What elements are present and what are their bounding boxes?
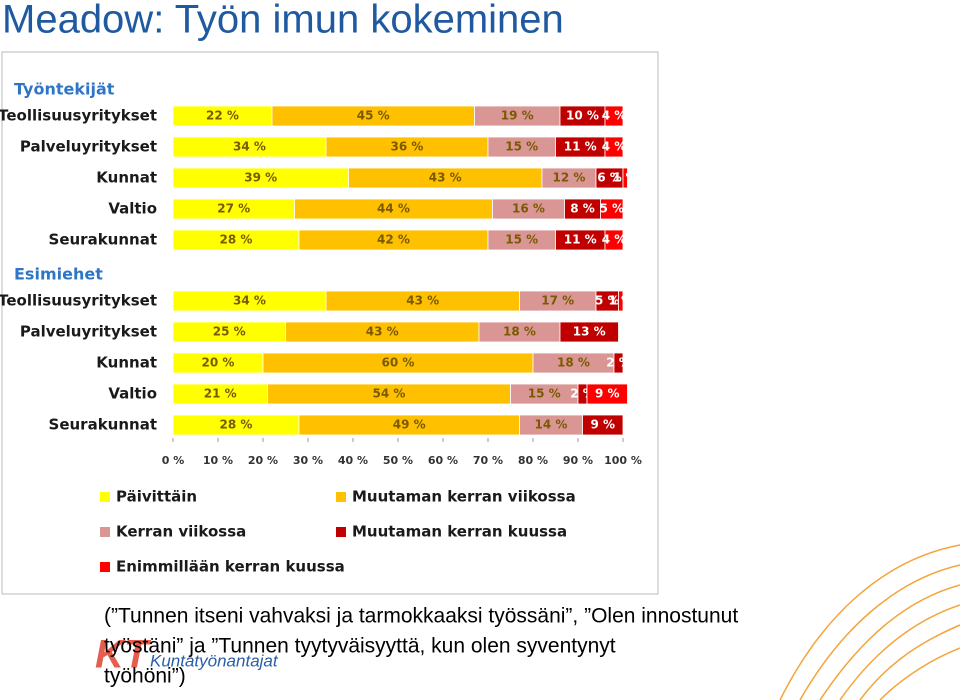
data-label: 4 % [602, 109, 627, 123]
bar-segment [559, 321, 619, 343]
x-tick-label: 10 % [203, 454, 233, 467]
y-tick-label: Valtio [108, 200, 157, 218]
data-label: 27 % [217, 202, 250, 216]
x-tick-label: 60 % [428, 454, 458, 467]
legend-swatch [100, 527, 110, 537]
x-tick-label: 30 % [293, 454, 323, 467]
data-label: 25 % [213, 325, 246, 339]
x-tick-label: 70 % [473, 454, 503, 467]
y-tick-label: Seurakunnat [49, 231, 157, 249]
data-label: 5 % [599, 202, 624, 216]
y-tick-label: Palveluyritykset [20, 323, 157, 341]
data-label: 4 % [602, 233, 627, 247]
data-label: 16 % [512, 202, 545, 216]
x-tick-label: 50 % [383, 454, 413, 467]
x-tick-label: 90 % [563, 454, 593, 467]
data-label: 43 % [406, 294, 439, 308]
y-tick-label: Valtio [108, 385, 157, 403]
footnote-line: (”Tunnen itseni vahvaksi ja tarmokkaaksi… [104, 605, 738, 628]
data-label: 4 % [602, 140, 627, 154]
bar-segment [604, 229, 624, 251]
data-label: 21 % [204, 387, 237, 401]
footnote-line: työstäni” ja ”Tunnen tyytyväisyyttä, kun… [104, 635, 616, 658]
legend-label: Kerran viikossa [116, 523, 246, 541]
x-tick-label: 20 % [248, 454, 278, 467]
x-tick-label: 80 % [518, 454, 548, 467]
y-tick-label: Teollisuusyritykset [0, 292, 157, 310]
data-label: 42 % [377, 233, 410, 247]
bar-segment [618, 290, 624, 312]
group-label: Työntekijät [14, 80, 115, 99]
x-tick-label: 40 % [338, 454, 368, 467]
data-label: 1 % [608, 294, 633, 308]
data-label: 36 % [391, 140, 424, 154]
legend-label: Päivittäin [116, 488, 197, 506]
data-label: 9 % [590, 418, 615, 432]
data-label: 11 % [564, 140, 597, 154]
data-label: 14 % [535, 418, 568, 432]
bar-segment [604, 136, 624, 158]
data-label: 12 % [553, 171, 586, 185]
y-tick-label: Palveluyritykset [20, 138, 157, 156]
bar-segment [613, 352, 624, 374]
slide-title: Meadow: Työn imun kokeminen [2, 0, 564, 42]
legend-label: Muutaman kerran viikossa [352, 488, 576, 506]
data-label: 19 % [501, 109, 534, 123]
data-label: 11 % [564, 233, 597, 247]
data-label: 10 % [566, 109, 599, 123]
data-label: 17 % [541, 294, 574, 308]
data-label: 20 % [202, 356, 235, 370]
data-label: 34 % [233, 294, 266, 308]
y-tick-label: Teollisuusyritykset [0, 107, 157, 125]
data-label: 60 % [382, 356, 415, 370]
legend-swatch [100, 492, 110, 502]
data-label: 34 % [233, 140, 266, 154]
y-tick-label: Kunnat [96, 354, 157, 372]
legend-swatch [336, 527, 346, 537]
bar-segment [622, 167, 628, 189]
x-tick-label: 0 % [162, 454, 185, 467]
legend-swatch [336, 492, 346, 502]
data-label: 44 % [377, 202, 410, 216]
data-label: 28 % [220, 233, 253, 247]
bar-segment [582, 414, 624, 436]
x-tick-label: 100 % [604, 454, 642, 467]
bar-segment [600, 198, 624, 220]
chart: Työntekijät Esimiehet Teollisuusyritykset 2… [0, 80, 642, 576]
data-label: 43 % [366, 325, 399, 339]
data-label: 5 % [595, 294, 620, 308]
data-label: 54 % [373, 387, 406, 401]
data-label: 18 % [503, 325, 536, 339]
data-label: 6 % [597, 171, 622, 185]
data-label: 49 % [393, 418, 426, 432]
y-tick-label: Seurakunnat [49, 416, 157, 434]
logo-mark: KT [95, 633, 152, 677]
bar-segment [586, 383, 628, 405]
group-label: Esimiehet [14, 265, 103, 284]
legend-label: Enimmillään kerran kuussa [116, 558, 345, 576]
data-label: 8 % [570, 202, 595, 216]
data-label: 1 % [613, 171, 638, 185]
data-label: 15 % [528, 387, 561, 401]
data-label: 9 % [595, 387, 620, 401]
data-label: 28 % [220, 418, 253, 432]
legend-label: Muutaman kerran kuussa [352, 523, 567, 541]
data-label: 13 % [573, 325, 606, 339]
data-label: 22 % [206, 109, 239, 123]
footnote-line: työhöni”) [104, 665, 186, 688]
data-label: 15 % [505, 140, 538, 154]
data-label: 2 % [606, 356, 631, 370]
data-label: 43 % [429, 171, 462, 185]
data-label: 39 % [244, 171, 277, 185]
logo-text: Kuntatyönantajat [150, 651, 279, 670]
data-label: 45 % [357, 109, 390, 123]
y-tick-label: Kunnat [96, 169, 157, 187]
legend-swatch [100, 562, 110, 572]
bar-segment [604, 105, 624, 127]
data-label: 15 % [505, 233, 538, 247]
decoration [779, 544, 960, 700]
data-label: 18 % [557, 356, 590, 370]
